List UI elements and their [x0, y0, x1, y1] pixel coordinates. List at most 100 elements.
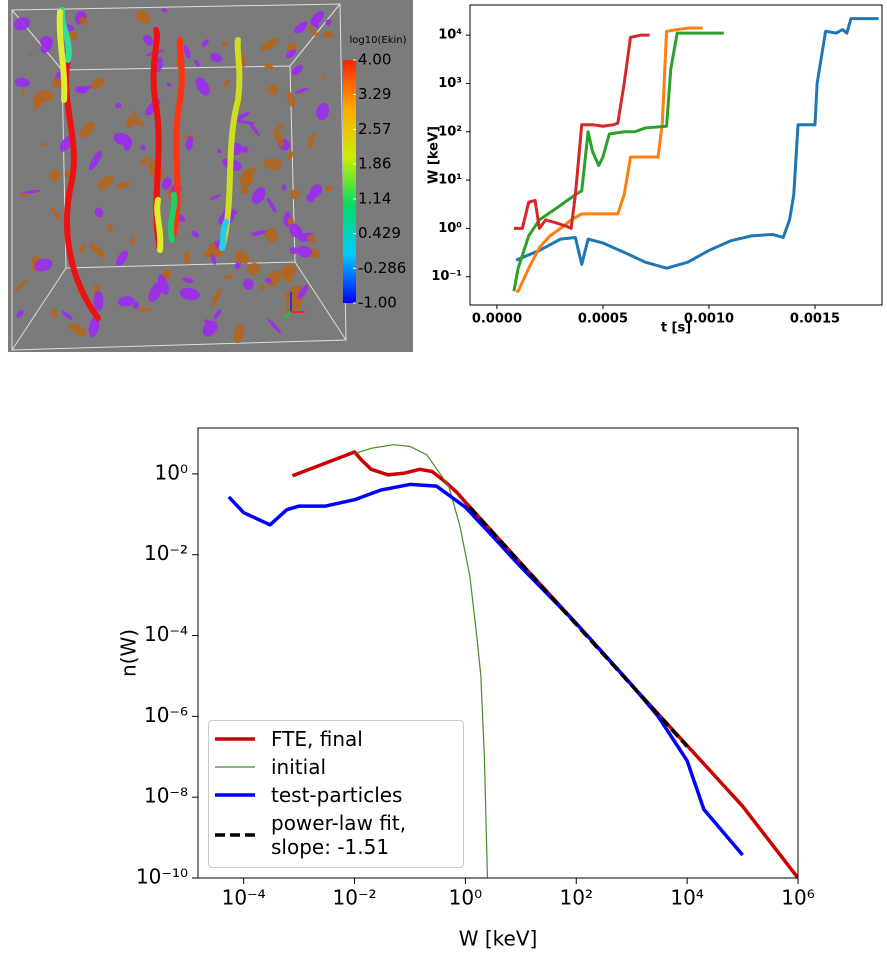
blob: [126, 115, 144, 126]
plot-area: [512, 17, 879, 293]
colorbar-title: log10(Ekin): [350, 35, 407, 46]
blob: [307, 234, 315, 242]
legend-label: initial: [271, 755, 326, 779]
blob: [88, 316, 100, 338]
legend-label: power-law fit, slope: -1.51: [271, 811, 407, 859]
blob: [107, 224, 114, 233]
blob: [21, 89, 25, 95]
blob: [294, 87, 309, 94]
series-line: [513, 33, 650, 230]
blob: [79, 244, 87, 253]
y-tick-label: 10²: [438, 124, 462, 139]
blob: [223, 274, 234, 280]
blob: [308, 25, 315, 34]
blob: [116, 250, 129, 266]
blob: [79, 121, 95, 138]
blob: [293, 21, 308, 34]
series-line: [512, 31, 724, 292]
colorbar-tick-label: -1.00: [358, 294, 397, 312]
x-tick-label: 0.0005: [578, 311, 628, 326]
x-tick-label: 10⁻²: [333, 886, 377, 910]
blob: [52, 78, 63, 89]
blob: [143, 34, 154, 46]
blob: [185, 136, 194, 151]
colorbar-tick-label: 2.57: [358, 120, 391, 138]
plot-area: [227, 444, 798, 878]
series-line: [516, 26, 703, 293]
colorbar-tick-label: 1.86: [358, 155, 391, 173]
y-axis-label: W [keV]: [427, 126, 442, 184]
blob: [286, 151, 294, 161]
x-tick-label: 10⁻⁴: [222, 886, 266, 910]
blob: [296, 245, 313, 258]
blob: [321, 74, 327, 80]
blob: [132, 108, 137, 120]
y-tick-label: 10⁻²: [144, 541, 188, 565]
blob: [264, 278, 273, 284]
y-axis-label: n(W): [117, 629, 141, 677]
blob: [233, 324, 245, 344]
blob: [140, 156, 150, 166]
blob: [201, 39, 209, 47]
blob: [284, 285, 303, 303]
blob: [209, 194, 221, 201]
blob: [265, 228, 279, 243]
legend-swatch: [215, 793, 255, 797]
x-tick-label: 0.0010: [684, 311, 734, 326]
blob: [49, 206, 62, 221]
x-tick-label: 10²: [560, 886, 593, 910]
blob: [311, 17, 319, 29]
blob: [135, 308, 154, 312]
blob: [306, 192, 316, 203]
blob: [207, 242, 216, 254]
blob: [289, 223, 303, 239]
y-tick-label: 10⁻¹⁰: [136, 865, 188, 889]
blob: [241, 146, 249, 153]
blob: [40, 35, 53, 48]
y-tick-label: 10⁰: [438, 221, 462, 236]
blob: [68, 31, 78, 41]
series-line: [515, 17, 879, 270]
blob: [322, 31, 334, 38]
blob: [13, 279, 28, 293]
blob: [97, 175, 114, 190]
blob: [307, 132, 315, 150]
blob: [13, 17, 30, 31]
blob: [240, 186, 249, 195]
blob: [166, 83, 172, 87]
legend-entry: test-particles: [213, 783, 459, 807]
blob: [179, 287, 200, 301]
blob: [28, 52, 35, 57]
legend-swatch: [215, 766, 255, 768]
blob: [140, 144, 146, 151]
blob: [202, 320, 218, 337]
axes-frame: [197, 427, 799, 879]
legend-entry: power-law fit, slope: -1.51: [213, 811, 459, 859]
y-tick-label: 10⁻⁴: [144, 622, 188, 646]
blob: [34, 258, 53, 272]
blob: [161, 177, 172, 190]
blob: [213, 309, 222, 320]
chart: 0.0000 0.0005 0.0010 0.0015 10⁻¹ 10⁰ 10¹ 10² 10³…: [427, 4, 883, 336]
blob: [247, 262, 260, 276]
blob: [49, 169, 61, 182]
y-tick-label: 10¹: [438, 173, 462, 188]
blob: [289, 247, 298, 254]
blob: [291, 65, 303, 76]
blob: [286, 91, 296, 108]
blob: [243, 278, 254, 290]
blob: [33, 99, 40, 110]
blob: [285, 49, 297, 59]
blob: [282, 184, 287, 191]
blob: [115, 182, 131, 189]
blob: [148, 282, 163, 302]
blob: [129, 237, 136, 245]
blob: [266, 197, 277, 213]
y-tick-label: 10⁰: [155, 460, 188, 484]
blob: [94, 207, 104, 218]
colorbar-tick-label: 1.14: [358, 189, 391, 207]
x-tick-label: 0.0015: [790, 311, 840, 326]
y-tick-label: 10³: [438, 76, 462, 91]
blob: [89, 242, 105, 258]
